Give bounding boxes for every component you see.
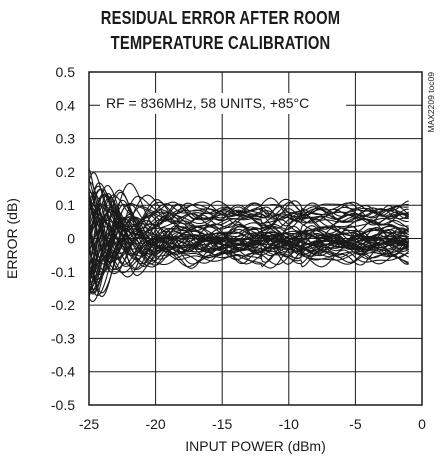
series-line [88, 226, 409, 256]
y-axis-label: ERROR (dB) [4, 198, 20, 279]
x-tick-label: -10 [279, 416, 299, 432]
plot-frame [88, 71, 423, 406]
series-line [88, 182, 409, 281]
series-line [88, 224, 409, 273]
series-line [88, 203, 409, 295]
x-axis-label: INPUT POWER (dBm) [185, 438, 326, 454]
series-line [88, 191, 409, 278]
series-line [88, 189, 409, 293]
annotation-text: RF = 836MHz, 58 UNITS, +85°C [106, 95, 309, 111]
series-line [88, 236, 409, 297]
y-tick-labels: -0.5 -0.4 -0.3 -0.2 -0.1 0 0.1 0.2 0.3 0.4 0.5 [51, 64, 75, 413]
series-line [88, 205, 409, 299]
y-tick-label: 0.2 [56, 164, 76, 180]
y-tick-label: -0.5 [51, 397, 75, 413]
series-group [88, 167, 410, 303]
series-line [88, 201, 409, 271]
chart-title-line-2: TEMPERATURE CALIBRATION [110, 33, 331, 53]
x-tick-label: 0 [418, 416, 426, 432]
x-tick-label: -20 [145, 416, 165, 432]
y-tick-label: 0.5 [56, 64, 76, 80]
chart-title-line-1: RESIDUAL ERROR AFTER ROOM [100, 8, 341, 28]
annotation-background [100, 93, 346, 114]
series-line [88, 203, 409, 265]
series-line [88, 185, 409, 265]
y-tick-label: 0.4 [56, 97, 76, 113]
y-tick-label: 0 [67, 231, 75, 247]
y-tick-label: -0.3 [51, 330, 75, 346]
series-line [88, 214, 409, 271]
series-line [88, 202, 409, 262]
x-tick-label: -5 [349, 416, 362, 432]
x-tick-label: -25 [79, 416, 99, 432]
part-code-label: MAX2209 toc09 [426, 72, 436, 133]
x-tick-label: -15 [212, 416, 232, 432]
x-tick-labels: -25 -20 -15 -10 -5 0 [79, 416, 426, 432]
y-tick-label: -0.4 [51, 364, 75, 380]
series-line [88, 204, 409, 236]
y-tick-label: -0.2 [51, 297, 75, 313]
y-tick-label: 0.1 [56, 197, 76, 213]
series-line [88, 217, 409, 256]
y-tick-label: 0.3 [56, 131, 76, 147]
series-line [88, 178, 409, 270]
y-tick-label: -0.1 [51, 264, 75, 280]
series-line [88, 191, 409, 286]
